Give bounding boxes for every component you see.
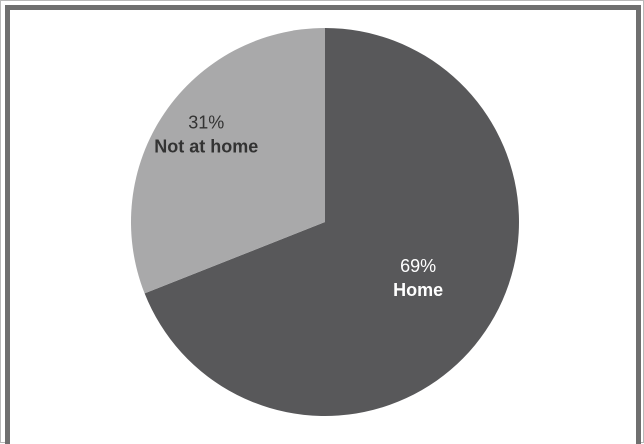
slice-label-not-at-home: 31% Not at home bbox=[154, 112, 258, 156]
pie-slice-not-at-home bbox=[130, 27, 325, 294]
slice-label-home: 69% Home bbox=[393, 256, 443, 300]
pie-slice-home bbox=[144, 28, 519, 417]
percent-label-not-at-home: 31% bbox=[188, 112, 224, 132]
category-label-home: Home bbox=[393, 280, 443, 300]
percent-label-home: 69% bbox=[400, 256, 436, 276]
category-label-not-at-home: Not at home bbox=[154, 136, 258, 156]
